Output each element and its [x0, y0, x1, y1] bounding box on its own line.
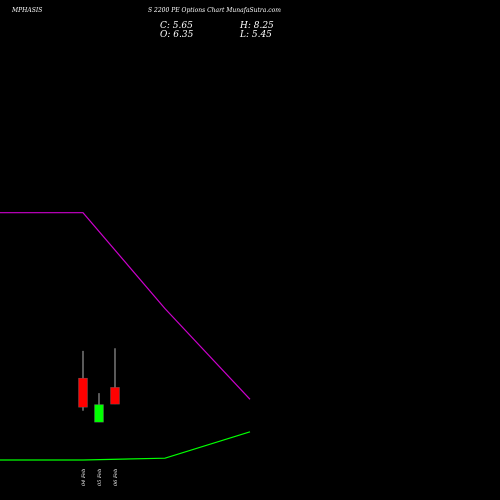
candle-body-1	[78, 377, 88, 408]
candle-body-2	[94, 404, 104, 423]
x-tick-label-2: 05 Feb	[97, 469, 103, 486]
x-tick-label-1: 04 Feb	[81, 469, 87, 486]
symbol-label: MPHASIS	[12, 7, 43, 14]
indicator-line-2	[0, 212, 251, 400]
open-value: O: 6.35	[160, 30, 194, 40]
chart-title: S 2200 PE Options Chart MunafaSutra.com	[148, 7, 281, 14]
candle-body-3	[110, 387, 120, 405]
low-value: L: 5.45	[240, 30, 272, 40]
close-value: C: 5.65	[160, 21, 193, 31]
indicator-line-1	[0, 431, 251, 461]
high-value: H: 8.25	[240, 21, 274, 31]
x-tick-label-3: 06 Feb	[113, 469, 119, 486]
